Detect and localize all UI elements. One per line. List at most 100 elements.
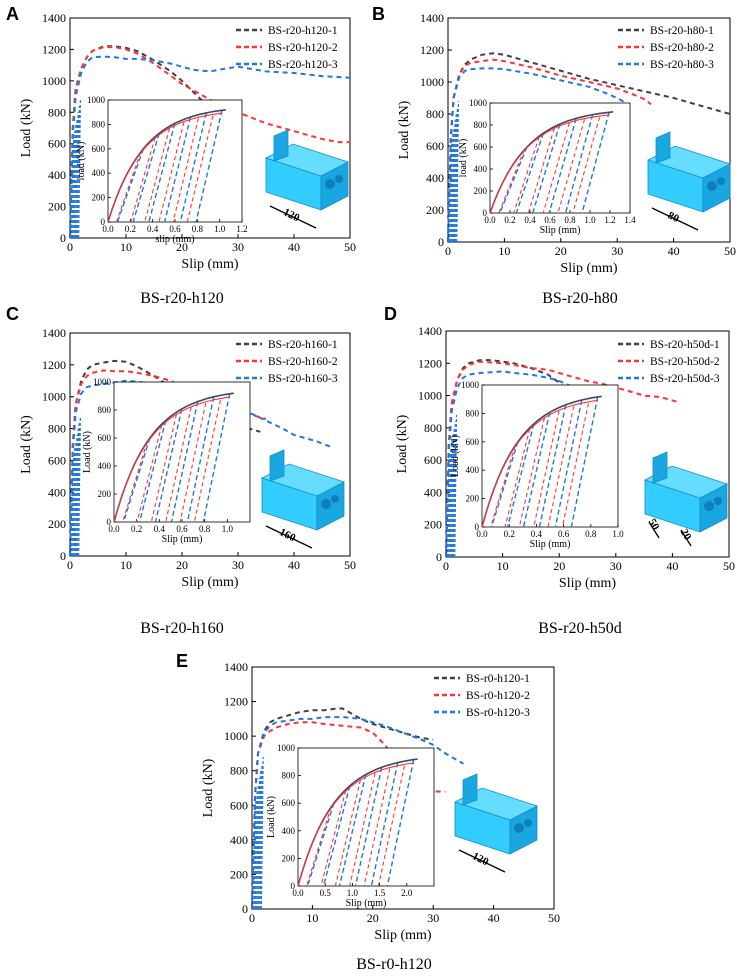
panel-caption: BS-r0-h120 (356, 956, 432, 973)
y-tick-label: 1400 (418, 324, 442, 338)
inset-y-axis-label: Load (kN) (82, 431, 93, 473)
inset-envelope-line-red (113, 396, 231, 523)
inset-y-tick-label: 400 (466, 465, 480, 475)
x-tick-label: 0 (249, 911, 255, 925)
inset-envelope-line-red (107, 112, 223, 223)
inset-y-tick-label: 1000 (461, 380, 480, 390)
cyclic-load-line (456, 101, 460, 243)
inset-unloading-line-5 (186, 396, 215, 523)
inset-unloading-line-red-3 (144, 128, 171, 223)
inset-unloading-line-5 (554, 399, 583, 528)
specimen-block: 120 (453, 773, 539, 873)
inset-x-tick-label: 1.5 (374, 888, 386, 898)
inset-y-tick-label: 0 (475, 522, 480, 532)
inset-unloading-line-4 (538, 404, 567, 528)
cyclic-load-line (451, 126, 455, 243)
block-hole (717, 177, 725, 185)
y-tick-label: 400 (426, 171, 444, 185)
cyclic-load-line (78, 99, 81, 239)
inset-y-tick-label: 600 (466, 437, 480, 447)
inset-x-tick-label: 1.2 (604, 215, 615, 225)
inset-unloading-line-red-1 (490, 445, 516, 528)
legend-label-3: BS-r0-h120-3 (466, 707, 530, 719)
inset-unloading-line-5 (564, 114, 594, 214)
cyclic-load-line (452, 120, 456, 243)
dimension-arrow (680, 529, 692, 547)
x-tick-label: 20 (367, 911, 379, 925)
block-hole (335, 175, 343, 183)
legend-label-2: BS-r20-h50d-2 (650, 356, 720, 368)
x-tick-label: 40 (288, 558, 300, 572)
cyclic-load-line (258, 770, 262, 910)
legend-label-3: BS-r20-h160-3 (268, 373, 338, 385)
y-tick-label: 1000 (42, 74, 66, 88)
block-tab (655, 131, 671, 164)
plot-frame (251, 666, 555, 910)
inset-unloading-line-red-4 (542, 122, 570, 214)
inset-unloading-line-red-6 (561, 403, 589, 528)
y-tick-label: 200 (230, 867, 248, 881)
inset-x-axis-label: slip (mm) (155, 234, 194, 245)
inset-unloading-line-red-3 (518, 417, 545, 528)
block-hole (707, 181, 717, 191)
inset-x-tick-label: 1.0 (214, 224, 226, 234)
plot-frame (447, 17, 731, 243)
inset-y-tick-label: 800 (474, 120, 488, 130)
series-line-3 (69, 379, 334, 557)
y-axis-label: Load (kN) (19, 415, 34, 474)
cyclic-load-line (453, 421, 456, 558)
inset-chart: 0.0 0.2 0.4 0.6 0.8 1.0 0 200 400 600 800 1000 Slip … (450, 380, 624, 550)
inset-x-tick-label: 0.6 (544, 215, 556, 225)
cyclic-load-line (72, 131, 76, 239)
y-axis-label: Load (kN) (19, 98, 34, 157)
x-tick-label: 10 (498, 244, 510, 258)
inset-y-tick-label: 1000 (277, 743, 296, 753)
series-line-3 (251, 716, 464, 910)
y-tick-label: 200 (424, 518, 442, 532)
inset-x-tick-label: 0.8 (192, 224, 204, 234)
dimension-label: 120 (470, 850, 491, 868)
inset-unloading-line-2 (515, 132, 545, 214)
cyclic-load-line (260, 756, 264, 910)
inset-y-tick-label: 600 (92, 144, 106, 154)
y-tick-label: 1000 (420, 75, 444, 89)
dimension-label: 160 (277, 526, 298, 544)
inset-y-axis-label: load (kN) (458, 139, 469, 178)
inset-y-tick-label: 400 (98, 461, 112, 471)
inset-y-tick-label: 0 (107, 517, 112, 527)
inset-x-tick-label: 0.4 (154, 524, 166, 534)
block-tab (652, 451, 668, 484)
specimen-block: 160 (260, 449, 346, 549)
plot-frame (69, 17, 351, 239)
x-axis-label: Slip (mm) (181, 257, 239, 272)
panel-caption: BS-r20-h120 (140, 290, 224, 307)
legend-label-2: BS-r0-h120-2 (466, 690, 530, 702)
inset-unloading-line-1 (306, 802, 335, 887)
y-tick-label: 400 (48, 485, 66, 499)
cyclic-load-line (71, 137, 75, 239)
y-tick-label: 800 (426, 107, 444, 121)
inset-x-tick-label: 1.2 (236, 224, 247, 234)
y-tick-label: 200 (48, 200, 66, 214)
x-tick-label: 30 (232, 240, 244, 254)
inset-x-tick-label: 0.2 (125, 224, 136, 234)
series-line-2 (251, 721, 446, 910)
x-tick-label: 20 (553, 559, 565, 573)
x-tick-label: 10 (497, 559, 509, 573)
inset-x-tick-label: 0.2 (504, 215, 515, 225)
dimension-arrow (651, 207, 699, 231)
cyclic-load-line (252, 805, 256, 910)
specimen-block: 120 (264, 129, 350, 229)
block-hole (704, 501, 714, 511)
dimension-arrow (269, 205, 317, 229)
inset-unloading-line-red-1 (498, 150, 525, 214)
inset-unloading-line-1 (490, 441, 519, 528)
y-axis-label: Load (kN) (397, 100, 412, 159)
x-axis-label: Slip (mm) (374, 928, 432, 943)
inset-unloading-line-4 (170, 401, 199, 523)
x-tick-label: 40 (488, 911, 500, 925)
inset-unloading-line-4 (163, 116, 192, 223)
x-tick-label: 50 (344, 240, 356, 254)
x-tick-label: 30 (610, 559, 622, 573)
inset-unloading-line-3 (148, 123, 176, 223)
